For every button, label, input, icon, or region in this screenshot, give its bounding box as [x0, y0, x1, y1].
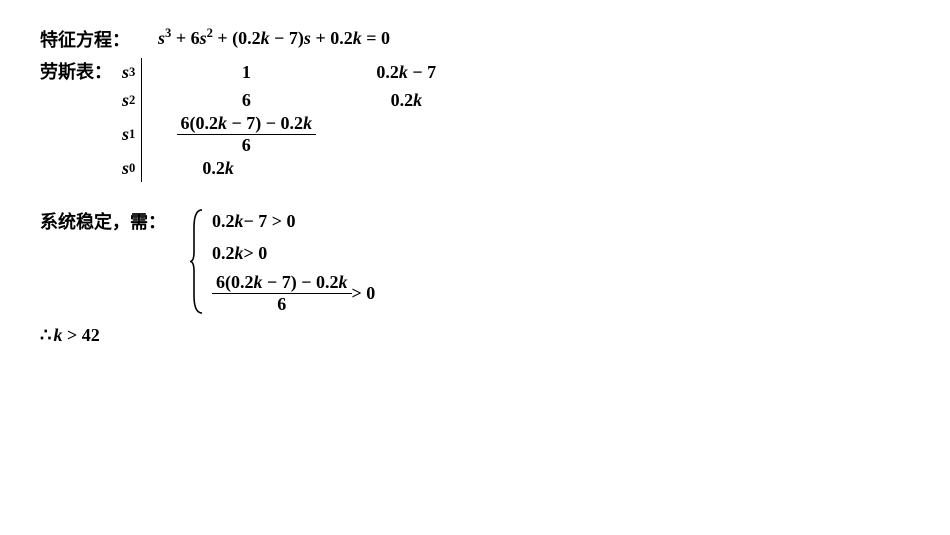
condition-3: 6(0.2k − 7) − 0.2k 6 > 0	[212, 272, 375, 315]
conclusion-expr: k > 42	[53, 325, 99, 346]
conditions-block: 0.2k − 7 > 0 0.2k > 0 6(0.2k − 7) − 0.2k…	[190, 208, 375, 315]
routh-s2-c2: 0.2k	[336, 90, 476, 111]
routh-s3-c1: 1	[156, 62, 336, 83]
routh-row-s3: 1 0.2k − 7	[156, 58, 522, 86]
routh-row-s1: 6(0.2k − 7) − 0.2k 6	[156, 114, 522, 154]
routh-s1-c1: 6(0.2k − 7) − 0.2k 6	[156, 113, 336, 156]
routh-s0-c1: 0.2k	[156, 158, 382, 179]
routh-power-s2: s2	[122, 86, 135, 114]
conclusion-line: ∴ k > 42	[40, 325, 910, 346]
routh-s3-c2: 0.2k − 7	[336, 62, 476, 83]
conditions-list: 0.2k − 7 > 0 0.2k > 0 6(0.2k − 7) − 0.2k…	[204, 208, 375, 315]
routh-power-s1: s1	[122, 114, 135, 154]
routh-value-columns: 1 0.2k − 7 6 0.2k 6(0.2k − 7) − 0.2k 6 0…	[142, 58, 522, 182]
char-eq-expr: s3 + 6s2 + (0.2k − 7)s + 0.2k = 0	[158, 26, 390, 49]
routh-power-column: s3 s2 s1 s0	[122, 58, 142, 182]
routh-label: 劳斯表：	[40, 58, 112, 84]
condition-3-tail: > 0	[352, 283, 376, 304]
condition-1: 0.2k − 7 > 0	[212, 208, 375, 234]
routh-power-s0: s0	[122, 154, 135, 182]
therefore-symbol: ∴	[40, 325, 51, 346]
condition-2: 0.2k > 0	[212, 240, 375, 266]
routh-table: s3 s2 s1 s0 1 0.2k − 7 6 0.2k 6(0.2k − 7…	[122, 58, 522, 182]
char-eq-label: 特征方程：	[40, 26, 130, 52]
routh-row-s0: 0.2k	[156, 154, 522, 182]
left-brace-icon	[190, 208, 204, 315]
routh-s2-c1: 6	[156, 90, 336, 111]
stability-line: 系统稳定，需： 0.2k − 7 > 0 0.2k > 0 6(0.2k − 7…	[40, 208, 910, 315]
routh-row-s2: 6 0.2k	[156, 86, 522, 114]
stability-label: 系统稳定，需：	[40, 208, 166, 234]
routh-power-s3: s3	[122, 58, 135, 86]
spacer	[40, 188, 910, 202]
characteristic-equation-line: 特征方程： s3 + 6s2 + (0.2k − 7)s + 0.2k = 0	[40, 26, 910, 52]
routh-table-line: 劳斯表： s3 s2 s1 s0 1 0.2k − 7 6 0.2k 6(0.2…	[40, 58, 910, 182]
